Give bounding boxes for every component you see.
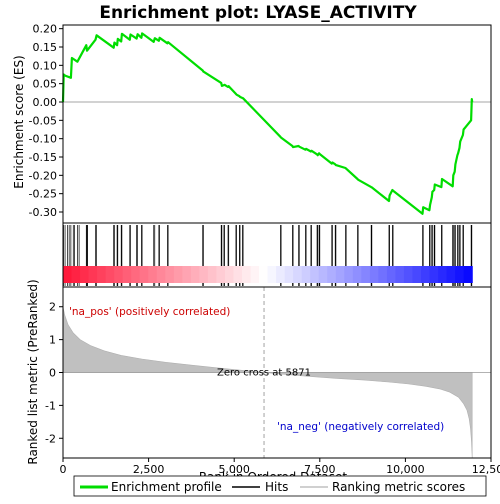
rank-color-band [310, 266, 320, 283]
zero-cross-label: Zero cross at 5871 [217, 368, 311, 379]
rank-color-band [327, 266, 337, 283]
rank-y-tick-label: 0 [49, 367, 56, 380]
rank-color-band [207, 266, 218, 283]
rank-panel: 'na_pos' (positively correlated) 'na_neg'… [45, 286, 500, 476]
x-tick-label: 12,500 [472, 463, 500, 476]
rank-color-band [352, 266, 362, 283]
rank-color-band [216, 266, 226, 283]
rank-color-band [122, 266, 132, 283]
x-tick-label: 10,000 [386, 463, 425, 476]
rank-color-band [403, 266, 414, 283]
rank-color-band [276, 266, 286, 283]
rank-y-tick-label: 1 [49, 334, 56, 347]
es-y-tick-label: -0.20 [29, 169, 57, 182]
es-y-tick-label: 0.20 [33, 23, 58, 36]
rank-y-tick-label: -1 [45, 399, 56, 412]
rank-color-band [165, 266, 175, 283]
positive-correlation-label: 'na_pos' (positively correlated) [69, 306, 230, 318]
hit-panel [62, 222, 492, 288]
rank-color-band [293, 266, 303, 283]
rank-color-band [421, 266, 431, 283]
rank-frame [62, 286, 492, 459]
rank-color-band [80, 266, 90, 283]
rank-color-band [224, 266, 235, 283]
enrichment-profile-line [61, 32, 474, 215]
rank-color-band [412, 266, 422, 283]
es-plot-area [63, 25, 491, 223]
es-panel: 0.20 0.15 0.10 0.05 0.00 -0.05 -0.10 -0.15 -0.20… [29, 23, 492, 224]
rank-color-band [148, 266, 158, 283]
legend-label-enrichment-profile: Enrichment profile [111, 480, 222, 494]
rank-color-band [438, 266, 448, 283]
x-tick-label: 5,000 [218, 463, 250, 476]
rank-color-band [71, 266, 81, 283]
rank-color-band [284, 266, 294, 283]
rank-color-band [455, 266, 465, 283]
es-y-tick-label: -0.25 [29, 188, 57, 201]
rank-color-band [369, 266, 380, 283]
rank-color-band [97, 266, 107, 283]
es-y-tick-label: 0.05 [33, 78, 58, 91]
rank-color-band [335, 266, 345, 283]
rank-color-band [131, 266, 141, 283]
es-y-axis-label: Enrichment score (ES) [12, 55, 26, 188]
rank-color-band [88, 266, 98, 283]
x-tick-label: 2,500 [133, 463, 165, 476]
rank-color-band [190, 266, 200, 283]
x-tick-label: 0 [60, 463, 67, 476]
negative-correlation-label: 'na_neg' (negatively correlated) [277, 421, 444, 433]
rank-color-band [386, 266, 397, 283]
es-y-tick-label: -0.10 [29, 133, 57, 146]
es-y-tick-label: -0.15 [29, 151, 57, 164]
rank-color-band [361, 266, 371, 283]
rank-color-band [173, 266, 183, 283]
rank-color-band [105, 266, 115, 283]
rank-color-band [156, 266, 166, 283]
rank-color-band [318, 266, 328, 283]
rank-color-band [233, 266, 243, 283]
rank-color-band [199, 266, 209, 283]
rank-color-band [242, 266, 252, 283]
rank-color-band [429, 266, 439, 283]
es-y-tick-label: -0.30 [29, 206, 57, 219]
x-tick-label: 7,500 [304, 463, 336, 476]
rank-color-band [259, 266, 269, 283]
es-y-tick-label: 0.15 [33, 41, 58, 54]
rank-color-band [301, 266, 311, 283]
rank-color-band [446, 266, 456, 283]
rank-color-band [63, 266, 73, 283]
rank-color-band [463, 266, 473, 283]
legend-frame [73, 475, 487, 497]
rank-color-band [344, 266, 354, 283]
rank-color-band [182, 266, 192, 283]
legend: Enrichment profile Hits Ranking metric s… [73, 475, 487, 497]
rank-y-tick-label: 2 [49, 301, 56, 314]
rank-color-band [250, 266, 260, 283]
rank-color-band [267, 266, 277, 283]
rank-color-band [395, 266, 405, 283]
ranking-metric-area [62, 306, 473, 459]
es-y-tick-label: 0.10 [33, 59, 58, 72]
legend-label-hits: Hits [265, 480, 288, 494]
rank-color-band [139, 266, 149, 283]
legend-label-ranking-metric: Ranking metric scores [332, 480, 465, 494]
rank-y-tick-label: -2 [45, 432, 56, 445]
rank-y-axis-label: Ranked list metric (PreRanked) [26, 279, 40, 464]
rank-color-band [114, 266, 124, 283]
es-y-tick-label: 0.00 [33, 96, 58, 109]
es-y-tick-label: -0.05 [29, 114, 57, 127]
chart-title: Enrichment plot: LYASE_ACTIVITY [99, 3, 417, 23]
rank-color-band [378, 266, 388, 283]
